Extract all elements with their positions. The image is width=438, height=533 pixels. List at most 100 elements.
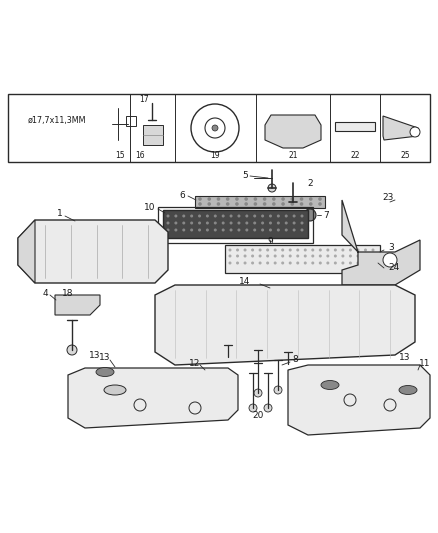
Circle shape xyxy=(244,248,247,252)
Text: 3: 3 xyxy=(388,244,394,253)
Circle shape xyxy=(237,222,240,224)
Circle shape xyxy=(268,184,276,192)
Circle shape xyxy=(334,248,337,252)
Circle shape xyxy=(254,202,257,206)
Text: 20: 20 xyxy=(252,410,264,419)
Text: 18: 18 xyxy=(62,288,74,297)
Text: 1: 1 xyxy=(57,208,63,217)
Text: 14: 14 xyxy=(239,278,251,287)
Circle shape xyxy=(300,214,304,217)
Circle shape xyxy=(293,222,296,224)
Circle shape xyxy=(277,229,280,231)
Circle shape xyxy=(166,222,170,224)
Text: 7: 7 xyxy=(323,211,329,220)
Polygon shape xyxy=(265,115,321,148)
Circle shape xyxy=(281,254,284,257)
Circle shape xyxy=(182,229,185,231)
Circle shape xyxy=(182,222,185,224)
Circle shape xyxy=(285,222,288,224)
Circle shape xyxy=(190,222,193,224)
Circle shape xyxy=(357,248,360,252)
Circle shape xyxy=(311,254,314,257)
Circle shape xyxy=(300,222,304,224)
Circle shape xyxy=(311,262,314,264)
Circle shape xyxy=(371,262,374,264)
Circle shape xyxy=(222,214,225,217)
Circle shape xyxy=(251,262,254,264)
Bar xyxy=(335,122,375,131)
Circle shape xyxy=(245,229,248,231)
Circle shape xyxy=(253,214,256,217)
Circle shape xyxy=(261,229,264,231)
Circle shape xyxy=(334,262,337,264)
Circle shape xyxy=(296,248,299,252)
Circle shape xyxy=(198,197,202,201)
Circle shape xyxy=(364,248,367,252)
Circle shape xyxy=(289,248,292,252)
Circle shape xyxy=(274,254,277,257)
Text: 23: 23 xyxy=(382,192,394,201)
Text: 21: 21 xyxy=(288,151,298,160)
Circle shape xyxy=(349,248,352,252)
Circle shape xyxy=(290,202,294,206)
Circle shape xyxy=(217,202,220,206)
Circle shape xyxy=(266,248,269,252)
Circle shape xyxy=(174,214,177,217)
Circle shape xyxy=(254,389,262,397)
Circle shape xyxy=(293,214,296,217)
Circle shape xyxy=(296,254,299,257)
Circle shape xyxy=(318,197,322,201)
Circle shape xyxy=(341,254,344,257)
Circle shape xyxy=(309,197,313,201)
Circle shape xyxy=(300,197,304,201)
Text: 16: 16 xyxy=(135,151,145,160)
Circle shape xyxy=(253,229,256,231)
Circle shape xyxy=(222,222,225,224)
Bar xyxy=(158,207,313,243)
Circle shape xyxy=(214,214,217,217)
Circle shape xyxy=(364,262,367,264)
Circle shape xyxy=(289,254,292,257)
Polygon shape xyxy=(143,125,163,145)
Circle shape xyxy=(410,127,420,137)
Circle shape xyxy=(251,254,254,257)
Circle shape xyxy=(182,214,185,217)
Circle shape xyxy=(261,222,264,224)
Circle shape xyxy=(244,254,247,257)
Circle shape xyxy=(244,262,247,264)
Circle shape xyxy=(300,202,304,206)
Text: 24: 24 xyxy=(388,263,399,272)
Text: 2: 2 xyxy=(307,180,313,189)
Circle shape xyxy=(364,254,367,257)
Text: 25: 25 xyxy=(400,151,410,160)
Circle shape xyxy=(208,202,211,206)
Circle shape xyxy=(289,262,292,264)
Circle shape xyxy=(357,254,360,257)
Circle shape xyxy=(274,386,282,394)
Circle shape xyxy=(174,222,177,224)
Bar xyxy=(126,116,136,126)
Circle shape xyxy=(326,248,329,252)
Circle shape xyxy=(214,222,217,224)
Circle shape xyxy=(318,202,322,206)
Polygon shape xyxy=(55,295,100,315)
Circle shape xyxy=(371,254,374,257)
Circle shape xyxy=(277,214,280,217)
Circle shape xyxy=(230,222,233,224)
Circle shape xyxy=(214,229,217,231)
Ellipse shape xyxy=(104,385,126,395)
Bar xyxy=(163,210,308,238)
Text: 19: 19 xyxy=(210,151,220,160)
Circle shape xyxy=(290,197,294,201)
Circle shape xyxy=(371,248,374,252)
Text: 13: 13 xyxy=(99,353,111,362)
Circle shape xyxy=(236,254,239,257)
Polygon shape xyxy=(68,368,238,428)
Circle shape xyxy=(244,197,248,201)
Circle shape xyxy=(174,229,177,231)
Circle shape xyxy=(237,229,240,231)
Circle shape xyxy=(319,254,322,257)
Circle shape xyxy=(249,404,257,412)
Circle shape xyxy=(258,262,261,264)
Text: 6: 6 xyxy=(179,191,185,200)
